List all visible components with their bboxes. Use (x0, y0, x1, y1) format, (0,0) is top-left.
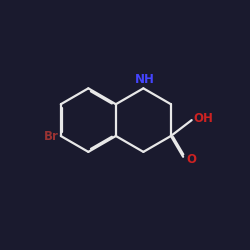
Text: O: O (186, 153, 196, 166)
Text: Br: Br (44, 130, 58, 142)
Text: NH: NH (135, 73, 154, 86)
Text: OH: OH (194, 112, 214, 126)
